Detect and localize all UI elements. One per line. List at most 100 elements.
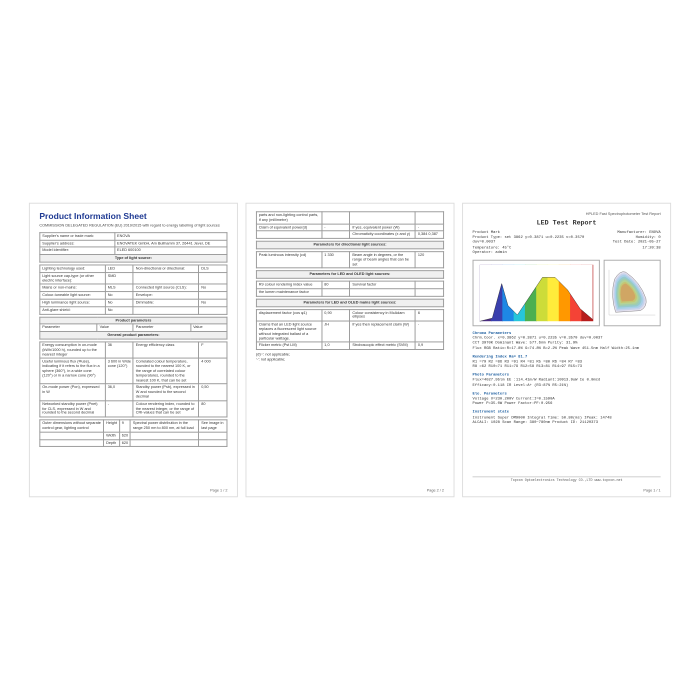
cell: No: [105, 307, 133, 314]
cell: Stroboscopic effect metric (SVM): [350, 342, 415, 349]
cell: displacement factor (cos φ1): [256, 309, 321, 321]
model-value: ELED 600100: [115, 247, 227, 254]
doc-subtitle: COMMISSION DELEGATED REGULATION (EU) 201…: [39, 224, 227, 229]
cell: [133, 307, 198, 314]
cell: [131, 432, 199, 439]
dim-table: Outer dimensions without separate contro…: [39, 419, 227, 447]
cell: Useful luminous flux (Φuse), indicating …: [40, 358, 105, 384]
cell: [199, 307, 227, 314]
page-number: Page 1 / 1: [643, 488, 660, 493]
spectrum-row: [473, 260, 661, 327]
cell: DLS: [199, 265, 227, 272]
dir-head: Parameters for directional light sources…: [256, 241, 443, 248]
cell: SMD: [105, 272, 133, 284]
cell: [350, 212, 415, 224]
cell: [131, 439, 199, 446]
type-label: Type of light source:: [40, 255, 227, 262]
cell: If yes, equivalent power (W): [350, 224, 415, 231]
led-section: Parameters for LED and OLED light source…: [256, 271, 444, 279]
cell: 0,9: [415, 342, 443, 349]
cell: [415, 289, 443, 296]
cell: No: [199, 299, 227, 306]
cell: If yes then replacement claim (W): [350, 321, 415, 342]
cell: [415, 212, 443, 224]
page-2: parts and non-lighting control parts, if…: [245, 203, 454, 498]
cell: Correlated colour temperature, rounded t…: [133, 358, 198, 384]
cell: High luminance light source:: [40, 299, 105, 306]
cell: 120: [415, 252, 443, 269]
cell: No: [105, 299, 133, 306]
cell: Spectral power distribution in the range…: [131, 420, 199, 432]
cell: On-mode power (Pon), expressed in W: [40, 384, 105, 401]
cell: Non-directional or directional:: [133, 265, 198, 272]
cell: 1 330: [322, 252, 350, 269]
page-spread: Product Information Sheet COMMISSION DEL…: [29, 203, 671, 498]
cell: -: [415, 321, 443, 342]
photo-section: Photo Parameters Flux=4027.95lm EE :114.…: [473, 374, 661, 389]
cell: 36: [105, 342, 133, 359]
cell: Colour rendering index, rounded to the n…: [133, 401, 198, 418]
cell: Beam angle in degrees, or the range of b…: [350, 252, 415, 269]
cell: [199, 439, 227, 446]
dir-section: Parameters for directional light sources…: [256, 241, 444, 249]
cell: 620: [119, 432, 130, 439]
cell: [322, 212, 350, 224]
cell: Survival factor: [350, 281, 415, 288]
meta-left: Product Mark Product Type: set 3862 y=0.…: [473, 231, 598, 256]
cell: Claim of equivalent power(d): [256, 224, 321, 231]
mains-table: displacement factor (cos φ1)0,90Colour c…: [256, 309, 444, 350]
general-table: Energy consumption in on-mode (kWh/1000 …: [39, 341, 227, 417]
spectrum-svg: [474, 261, 599, 326]
mains-head: Parameters for LED and OLED mains light …: [256, 299, 443, 306]
led-head: Parameters for LED and OLED light source…: [256, 271, 443, 278]
cell: -: [105, 401, 133, 418]
ele-body: Voltage U=230.200V Current:I=0.1590A Pow…: [473, 398, 661, 408]
cell: F: [199, 342, 227, 359]
cell: No: [199, 284, 227, 291]
cell: [199, 292, 227, 299]
cell: Networked standby power (Pnet) for CLS, …: [40, 401, 105, 418]
col-val2: Value: [191, 324, 227, 331]
cell: Outer dimensions without separate contro…: [40, 420, 104, 432]
cell: Energy efficiency class: [133, 342, 198, 359]
meta-right: Manufacturer: ENOVA Humidity: 0 Test Dat…: [598, 231, 661, 256]
params-table: Product parameters Parameter Value Param…: [39, 316, 227, 339]
render-section: Rendering Index Ra= 81.7 R1 =79 R2 =86 R…: [473, 355, 661, 370]
cell: the lumen maintenance factor: [256, 289, 321, 296]
cell: Anti-glare shield:: [40, 307, 105, 314]
led-table: R9 colour rendering index value80Surviva…: [256, 281, 444, 297]
cell: 80: [322, 281, 350, 288]
page-1: Product Information Sheet COMMISSION DEL…: [29, 203, 238, 498]
cell: 4 000: [199, 358, 227, 384]
render-body: R1 =79 R2 =86 R3 =91 R4 =81 R5 =80 R6 =8…: [473, 360, 661, 370]
address-value: ENOVATEK GmbH, Am Bullhamm 37, 26441 Jev…: [115, 240, 227, 247]
instr-body: Instrument Super DM9000 Integral Time: 5…: [473, 416, 661, 426]
cie-chart: [604, 260, 661, 327]
cell: No: [105, 292, 133, 299]
cell: Claims that an LED light source replaces…: [256, 321, 321, 342]
cell: Dimmable:: [133, 299, 198, 306]
supplier-table: Supplier's name or trade mark:ENOVA Supp…: [39, 232, 227, 263]
cell: 9: [119, 420, 130, 432]
product-params-head: Product parameters: [40, 317, 227, 324]
cell: See image in last page: [199, 420, 227, 432]
footnotes: (d)'-': not applicable; '-': not applica…: [256, 352, 444, 362]
page-3: HPLED Fast Spectrophotometer Test Report…: [462, 203, 671, 498]
spectrum-chart: [473, 260, 600, 327]
report-header: HPLED Fast Spectrophotometer Test Report: [473, 211, 661, 216]
cell: Light source cap-type (or other electric…: [40, 272, 105, 284]
cell: [199, 432, 227, 439]
cell: -: [415, 224, 443, 231]
col-param1: Parameter: [40, 324, 97, 331]
cell: 0,50: [199, 384, 227, 401]
col-param2: Parameter: [133, 324, 190, 331]
col-val1: Value: [97, 324, 133, 331]
cell: LED: [105, 265, 133, 272]
cell: 3 600 in Wide cone (120°): [105, 358, 133, 384]
mains-section: Parameters for LED and OLED mains light …: [256, 298, 444, 306]
tech-table: Lighting technology used:LEDNon-directio…: [39, 264, 227, 314]
doc-title: Product Information Sheet: [39, 211, 227, 221]
model-label: Model identifier:: [40, 247, 115, 254]
cell: Standby power (Psb), expressed in W and …: [133, 384, 198, 401]
cell: Height: [104, 420, 120, 432]
